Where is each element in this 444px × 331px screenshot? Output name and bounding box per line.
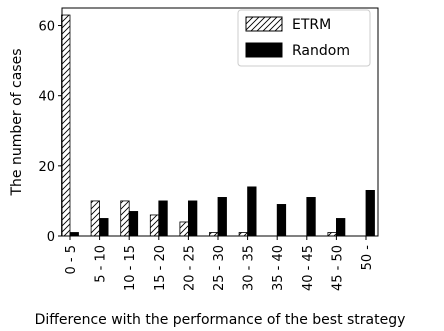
y-axis-label: The number of cases: [9, 49, 25, 197]
x-tick-label-10: 50 -: [360, 245, 375, 271]
x-tick-label-7: 35 - 40: [271, 245, 286, 291]
bar-random-8: [306, 197, 316, 237]
bar-etrm-0: [61, 14, 71, 237]
legend-label-etrm: ETRM: [292, 17, 331, 33]
legend: ETRM Random: [237, 9, 371, 67]
y-tick-label-2: 40: [38, 90, 55, 105]
y-tick-label-0: 0: [47, 230, 55, 245]
bar-random-2: [128, 211, 139, 237]
y-axis-ticks: 0 20 40 60: [38, 20, 62, 245]
x-tick-label-5: 25 - 30: [212, 245, 227, 291]
x-axis-label: Difference with the performance of the b…: [35, 312, 406, 328]
bars-group: [61, 14, 375, 237]
bar-random-6: [247, 186, 257, 237]
x-axis-ticks: 0 - 5 5 - 10 10 - 15 15 - 20 20 - 25 25 - 30 3…: [64, 236, 375, 291]
y-tick-label-1: 20: [38, 160, 55, 175]
legend-label-random: Random: [292, 43, 350, 59]
bar-random-10: [365, 189, 375, 237]
bar-etrm-3: [149, 214, 160, 237]
x-tick-label-6: 30 - 35: [242, 245, 257, 291]
bar-random-0: [69, 232, 79, 237]
bar-etrm-5: [209, 232, 219, 237]
x-tick-label-4: 20 - 25: [182, 245, 197, 291]
bar-etrm-1: [90, 200, 100, 237]
bar-random-4: [187, 200, 198, 237]
x-tick-label-2: 10 - 15: [123, 245, 138, 291]
bar-random-5: [217, 197, 227, 237]
x-tick-label-0: 0 - 5: [64, 245, 79, 275]
bar-random-3: [158, 200, 168, 237]
bar-etrm-6: [238, 232, 249, 237]
bar-random-1: [99, 218, 109, 237]
bar-etrm-9: [327, 232, 337, 237]
bar-random-7: [276, 204, 287, 237]
x-tick-label-9: 45 - 50: [330, 245, 345, 291]
bar-etrm-2: [120, 200, 130, 237]
x-tick-label-3: 15 - 20: [153, 245, 168, 291]
bar-random-9: [335, 218, 346, 237]
x-tick-label-8: 40 - 45: [301, 245, 316, 291]
legend-swatch-random: [245, 42, 283, 58]
legend-swatch-etrm: [245, 16, 283, 32]
plot-frame: [61, 7, 379, 237]
bar-etrm-4: [179, 221, 189, 237]
y-tick-label-3: 60: [38, 20, 55, 35]
x-tick-label-1: 5 - 10: [94, 245, 109, 283]
